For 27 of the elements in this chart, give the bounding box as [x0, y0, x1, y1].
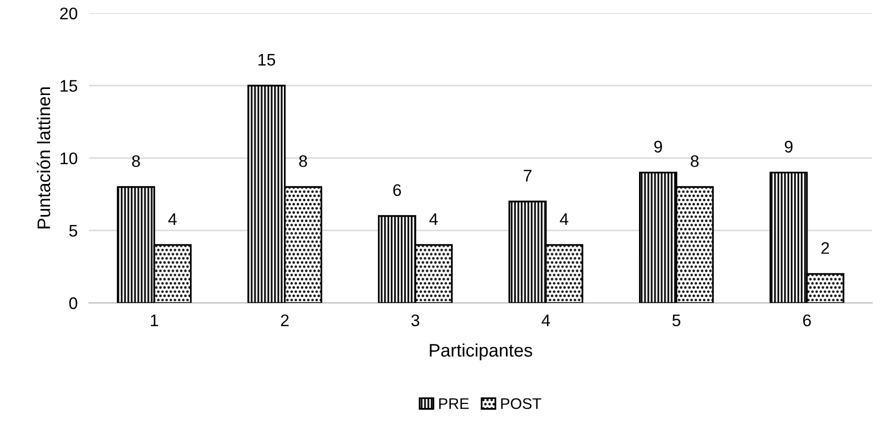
data-label: 2 — [821, 242, 830, 254]
x-tick-label: 1 — [150, 314, 158, 326]
data-label: 6 — [393, 184, 401, 196]
x-tick-label: 3 — [411, 314, 420, 326]
data-label: 4 — [168, 213, 177, 225]
x-tick-label: 5 — [672, 314, 680, 326]
data-label: 7 — [524, 170, 532, 182]
data-label: 4 — [560, 213, 568, 225]
y-tick-label: 5 — [69, 225, 78, 237]
y-tick-label: 20 — [60, 8, 78, 20]
legend-label: PRE — [439, 398, 469, 409]
data-label: 8 — [132, 155, 140, 168]
data-label: 15 — [258, 54, 276, 66]
x-tick-label: 6 — [803, 314, 811, 326]
x-axis-title: Participantes — [430, 343, 532, 360]
y-tick-label: 0 — [69, 297, 78, 310]
y-tick-label: 15 — [60, 80, 78, 92]
x-tick-label: 2 — [281, 314, 289, 326]
x-tick-label: 4 — [542, 314, 550, 326]
y-tick-label: 10 — [60, 152, 78, 164]
data-label: 8 — [690, 155, 699, 168]
data-label: 9 — [654, 140, 662, 153]
data-label: 4 — [429, 213, 438, 225]
data-label: 8 — [299, 155, 307, 168]
data-label: 9 — [784, 140, 793, 153]
y-axis-title: Puntación lattinen — [36, 87, 50, 228]
legend-label: POST — [501, 398, 542, 410]
